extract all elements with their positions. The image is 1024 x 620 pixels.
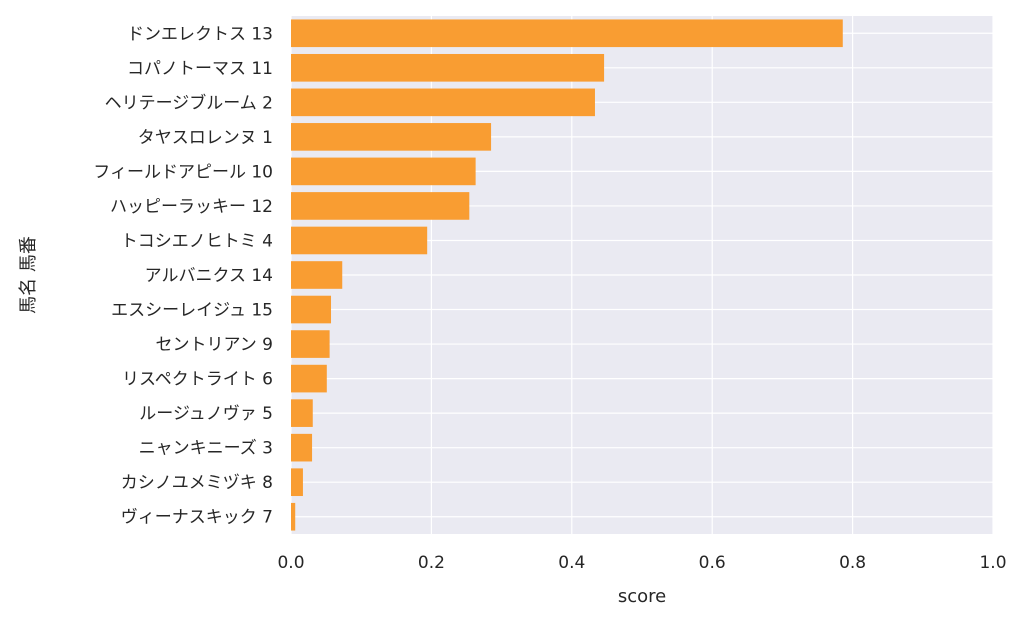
y-tick-label: タヤスロレンヌ 1 (138, 128, 273, 148)
y-tick-label: トコシエノヒトミ 4 (121, 231, 273, 251)
x-tick-label: 0.2 (418, 553, 445, 573)
y-tick-label: カシノユメミヅキ 8 (121, 473, 273, 493)
bar (291, 157, 476, 186)
bar (291, 364, 327, 393)
bar (291, 261, 343, 289)
y-tick-label: フィールドアピール 10 (93, 162, 273, 182)
bar (291, 19, 843, 48)
y-tick-label: セントリアン 9 (155, 335, 273, 355)
x-tick-label: 0.6 (699, 553, 726, 573)
bar (291, 295, 332, 324)
bar (291, 502, 296, 531)
bar (291, 123, 492, 151)
y-tick-label: リスペクトライト 6 (122, 370, 273, 390)
bar (291, 330, 330, 358)
x-tick-label: 0.4 (558, 553, 585, 573)
y-tick-label: ヴィーナスキック 7 (121, 508, 273, 528)
y-axis-label: 馬名 馬番 (18, 236, 39, 314)
x-tick-label: 1.0 (979, 553, 1006, 573)
y-tick-labels: ドンエレクトス 13 コパノトーマス 11 ヘリテージブルーム 2 タヤスロレンヌ 1… (93, 24, 273, 527)
bar (291, 399, 313, 427)
y-tick-label: アルバニクス 14 (145, 266, 273, 286)
bar (291, 88, 595, 117)
y-tick-label: ルージュノヴァ 5 (139, 404, 273, 424)
y-tick-label: エスシーレイジュ 15 (111, 301, 273, 321)
x-tick-label: 0.8 (839, 553, 866, 573)
y-tick-label: ヘリテージブルーム 2 (105, 92, 273, 113)
bar (291, 226, 428, 255)
x-axis-label: score (618, 586, 666, 607)
y-tick-label: ハッピーラッキー 12 (110, 197, 273, 217)
bar (291, 53, 605, 82)
bar (291, 433, 313, 462)
bar (291, 192, 470, 220)
y-tick-label: コパノトーマス 11 (127, 59, 273, 79)
bar (291, 468, 303, 497)
y-tick-label: ドンエレクトス 13 (127, 24, 273, 44)
bars (291, 19, 843, 531)
x-tick-label: 0.0 (277, 553, 304, 573)
x-tick-labels: 0.0 0.2 0.4 0.6 0.8 1.0 (277, 553, 1006, 573)
y-tick-label: ニャンキニーズ 3 (139, 439, 273, 459)
